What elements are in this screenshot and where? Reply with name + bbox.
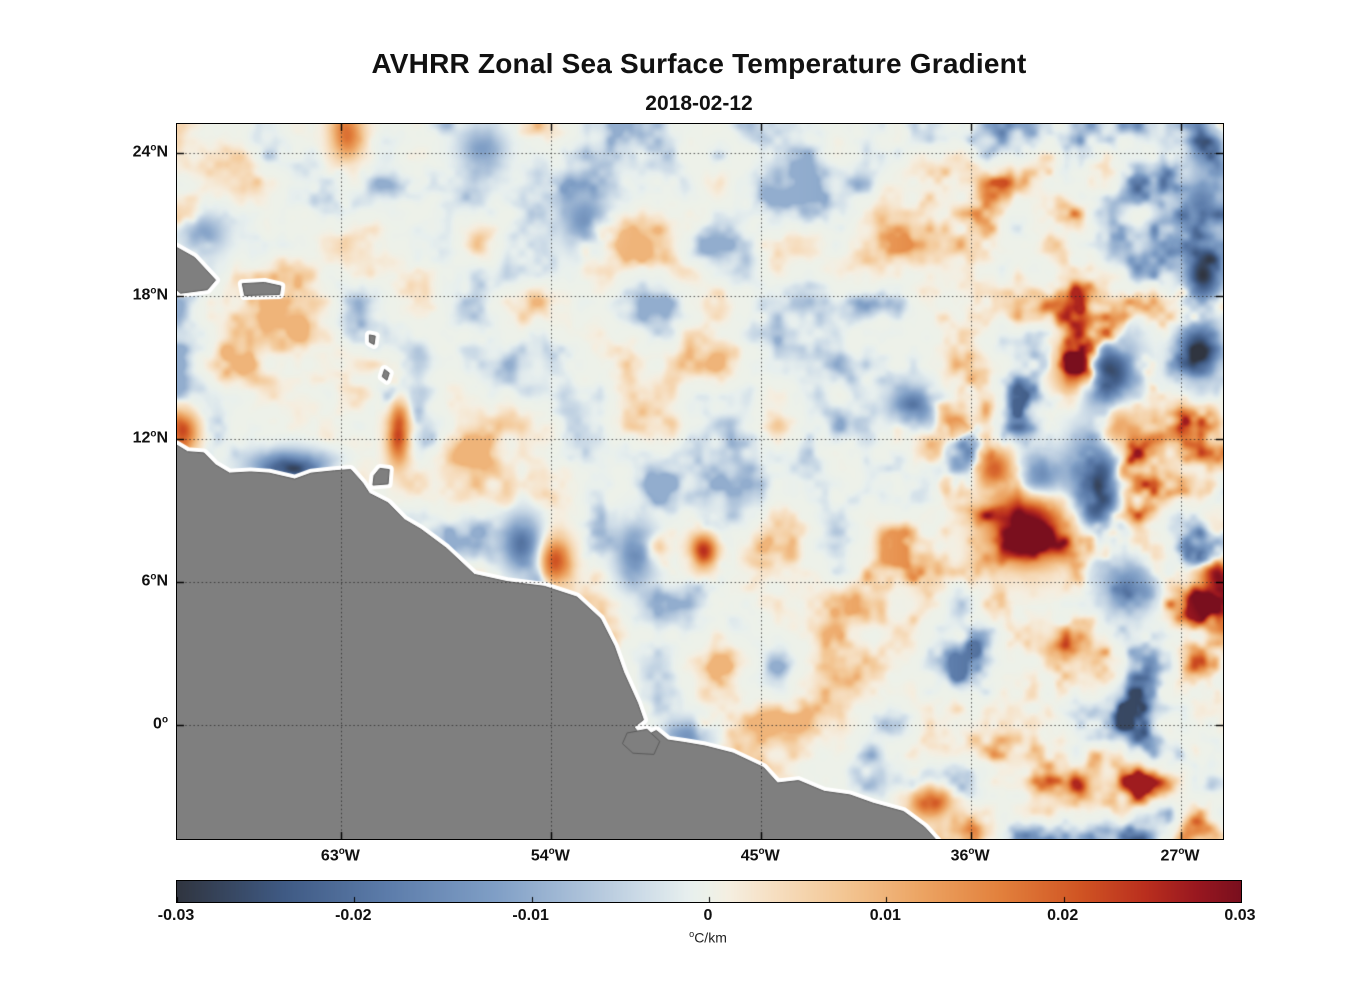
x-axis-tick-label: 27oW	[1160, 846, 1200, 865]
sst-field-canvas	[177, 124, 1223, 839]
colorbar-tick-label: -0.03	[157, 907, 195, 924]
y-axis-tick-label: 12oN	[132, 427, 168, 447]
y-axis-tick-label: 18oN	[132, 284, 168, 304]
y-axis-tick-label: 24oN	[132, 141, 168, 161]
colorbar-tick-label: -0.02	[335, 907, 372, 924]
colorbar-tick-label: -0.01	[512, 907, 549, 924]
map-plot-frame	[176, 123, 1224, 840]
x-axis-tick-label: 36oW	[950, 846, 990, 865]
colorbar-tick-label: 0.01	[869, 907, 901, 924]
colorbar-tick-label: 0.03	[1224, 907, 1256, 924]
chart-title: AVHRR Zonal Sea Surface Temperature Grad…	[371, 48, 1027, 79]
colorbar-gradient-canvas	[177, 881, 1241, 902]
colorbar-unit-label: oC/km	[689, 929, 727, 946]
colorbar-tick-label: 0.02	[1047, 907, 1079, 924]
y-axis-tick-label: 6oN	[141, 570, 168, 590]
x-axis-tick-label: 45oW	[740, 846, 780, 865]
y-axis-tick-label: 0o	[153, 713, 168, 733]
x-axis-tick-label: 54oW	[530, 846, 570, 865]
x-axis-tick-label: 63oW	[320, 846, 360, 865]
chart-date: 2018-02-12	[645, 92, 753, 115]
colorbar-tick-label: 0	[703, 907, 713, 924]
colorbar-frame	[176, 880, 1242, 903]
